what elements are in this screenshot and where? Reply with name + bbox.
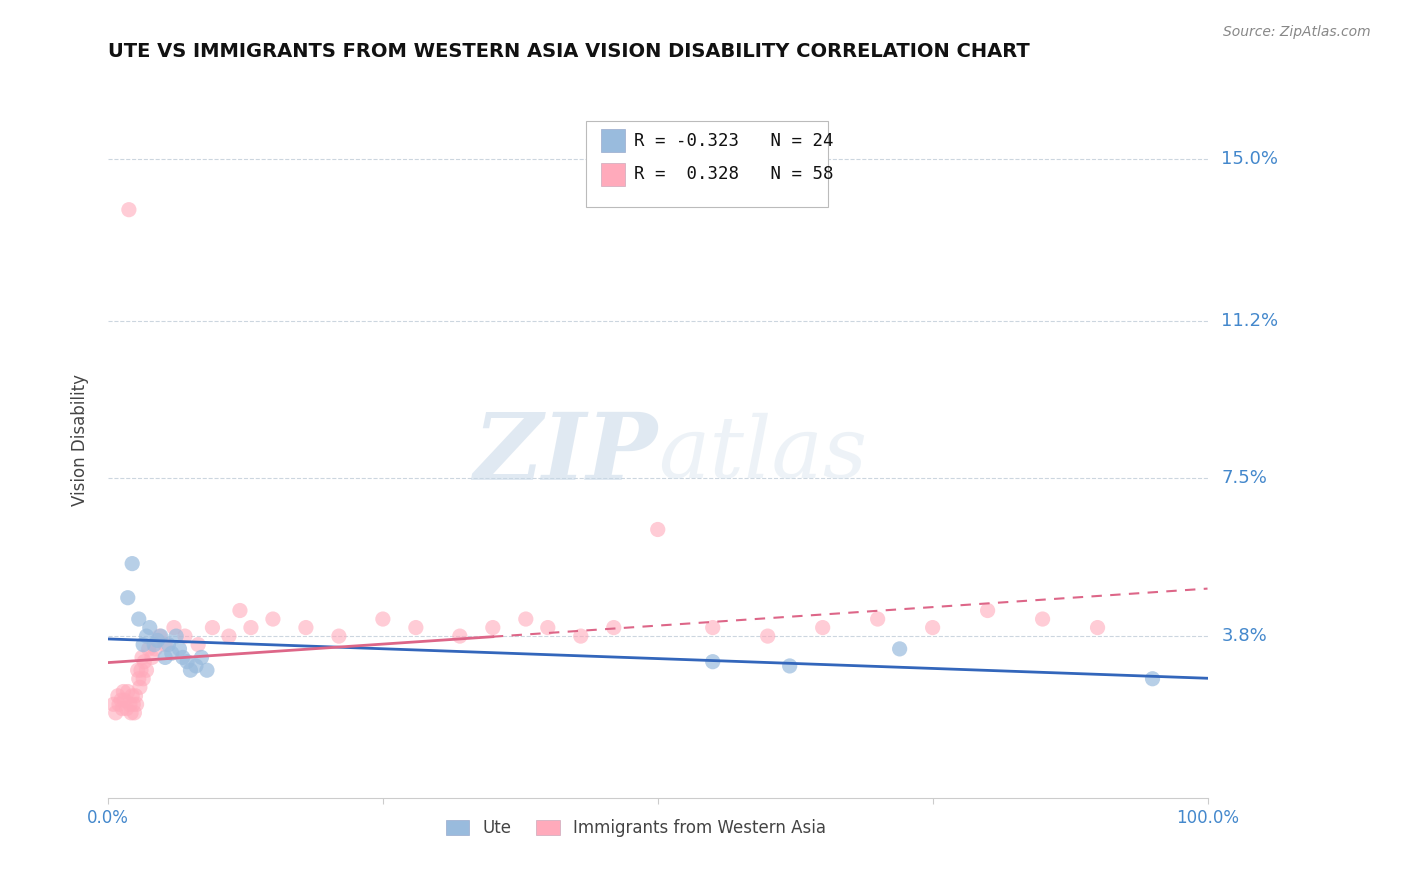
Point — [866, 612, 889, 626]
Point — [131, 650, 153, 665]
Point — [146, 633, 169, 648]
Legend: Ute, Immigrants from Western Asia: Ute, Immigrants from Western Asia — [439, 813, 832, 844]
Text: Source: ZipAtlas.com: Source: ZipAtlas.com — [1223, 25, 1371, 39]
Point — [121, 557, 143, 571]
Point — [114, 693, 136, 707]
Point — [153, 650, 176, 665]
Point — [179, 663, 201, 677]
Point — [889, 641, 911, 656]
Point — [153, 638, 176, 652]
Point — [239, 621, 262, 635]
Point — [121, 689, 143, 703]
Point — [125, 698, 148, 712]
Point — [141, 650, 163, 665]
Point — [195, 663, 218, 677]
Point — [132, 672, 155, 686]
FancyBboxPatch shape — [600, 162, 624, 186]
Point — [104, 706, 127, 720]
Text: 7.5%: 7.5% — [1222, 469, 1267, 487]
Point — [1032, 612, 1054, 626]
Point — [143, 641, 166, 656]
Point — [135, 663, 157, 677]
Point — [128, 612, 150, 626]
Point — [371, 612, 394, 626]
Point — [128, 680, 150, 694]
Point — [143, 638, 166, 652]
Point — [218, 629, 240, 643]
Point — [190, 650, 212, 665]
Point — [537, 621, 560, 635]
Point — [1142, 672, 1164, 686]
Point — [124, 689, 146, 703]
Point — [163, 621, 186, 635]
Point — [779, 659, 801, 673]
Point — [149, 629, 172, 643]
Point — [122, 698, 145, 712]
Point — [811, 621, 834, 635]
Point — [172, 650, 194, 665]
Point — [132, 638, 155, 652]
Point — [139, 621, 162, 635]
Y-axis label: Vision Disability: Vision Disability — [72, 374, 89, 506]
Point — [702, 621, 724, 635]
Point — [229, 603, 252, 617]
Text: R =  0.328   N = 58: R = 0.328 N = 58 — [634, 165, 834, 183]
Point — [647, 523, 669, 537]
Point — [149, 629, 172, 643]
Point — [449, 629, 471, 643]
Point — [127, 663, 149, 677]
Point — [129, 663, 152, 677]
Point — [118, 202, 141, 217]
Point — [201, 621, 224, 635]
Point — [976, 603, 998, 617]
Point — [107, 689, 129, 703]
Point — [569, 629, 592, 643]
Point — [157, 638, 180, 652]
Text: R = -0.323   N = 24: R = -0.323 N = 24 — [634, 131, 834, 150]
Point — [176, 655, 198, 669]
Point — [110, 693, 132, 707]
FancyBboxPatch shape — [600, 129, 624, 152]
Point — [138, 641, 160, 656]
Point — [515, 612, 537, 626]
Text: 15.0%: 15.0% — [1222, 150, 1278, 168]
Point — [295, 621, 318, 635]
Point — [702, 655, 724, 669]
Point — [120, 706, 142, 720]
Point — [112, 684, 135, 698]
Text: UTE VS IMMIGRANTS FROM WESTERN ASIA VISION DISABILITY CORRELATION CHART: UTE VS IMMIGRANTS FROM WESTERN ASIA VISI… — [108, 42, 1029, 61]
Point — [111, 701, 134, 715]
Point — [115, 701, 138, 715]
Text: ZIP: ZIP — [474, 409, 658, 500]
Point — [328, 629, 350, 643]
Point — [262, 612, 284, 626]
Text: 11.2%: 11.2% — [1222, 311, 1278, 329]
Text: atlas: atlas — [658, 413, 868, 496]
Point — [118, 698, 141, 712]
Point — [103, 698, 125, 712]
Point — [134, 655, 156, 669]
Point — [124, 706, 146, 720]
Point — [160, 646, 183, 660]
Point — [187, 638, 209, 652]
FancyBboxPatch shape — [586, 121, 828, 207]
Point — [756, 629, 779, 643]
Point — [174, 629, 197, 643]
Point — [405, 621, 427, 635]
Point — [165, 629, 187, 643]
Point — [1087, 621, 1109, 635]
Text: 3.8%: 3.8% — [1222, 627, 1267, 645]
Point — [184, 659, 207, 673]
Point — [482, 621, 505, 635]
Point — [135, 629, 157, 643]
Point — [108, 698, 131, 712]
Point — [117, 591, 139, 605]
Point — [169, 641, 191, 656]
Point — [603, 621, 626, 635]
Point — [921, 621, 943, 635]
Point — [128, 672, 150, 686]
Point — [117, 684, 139, 698]
